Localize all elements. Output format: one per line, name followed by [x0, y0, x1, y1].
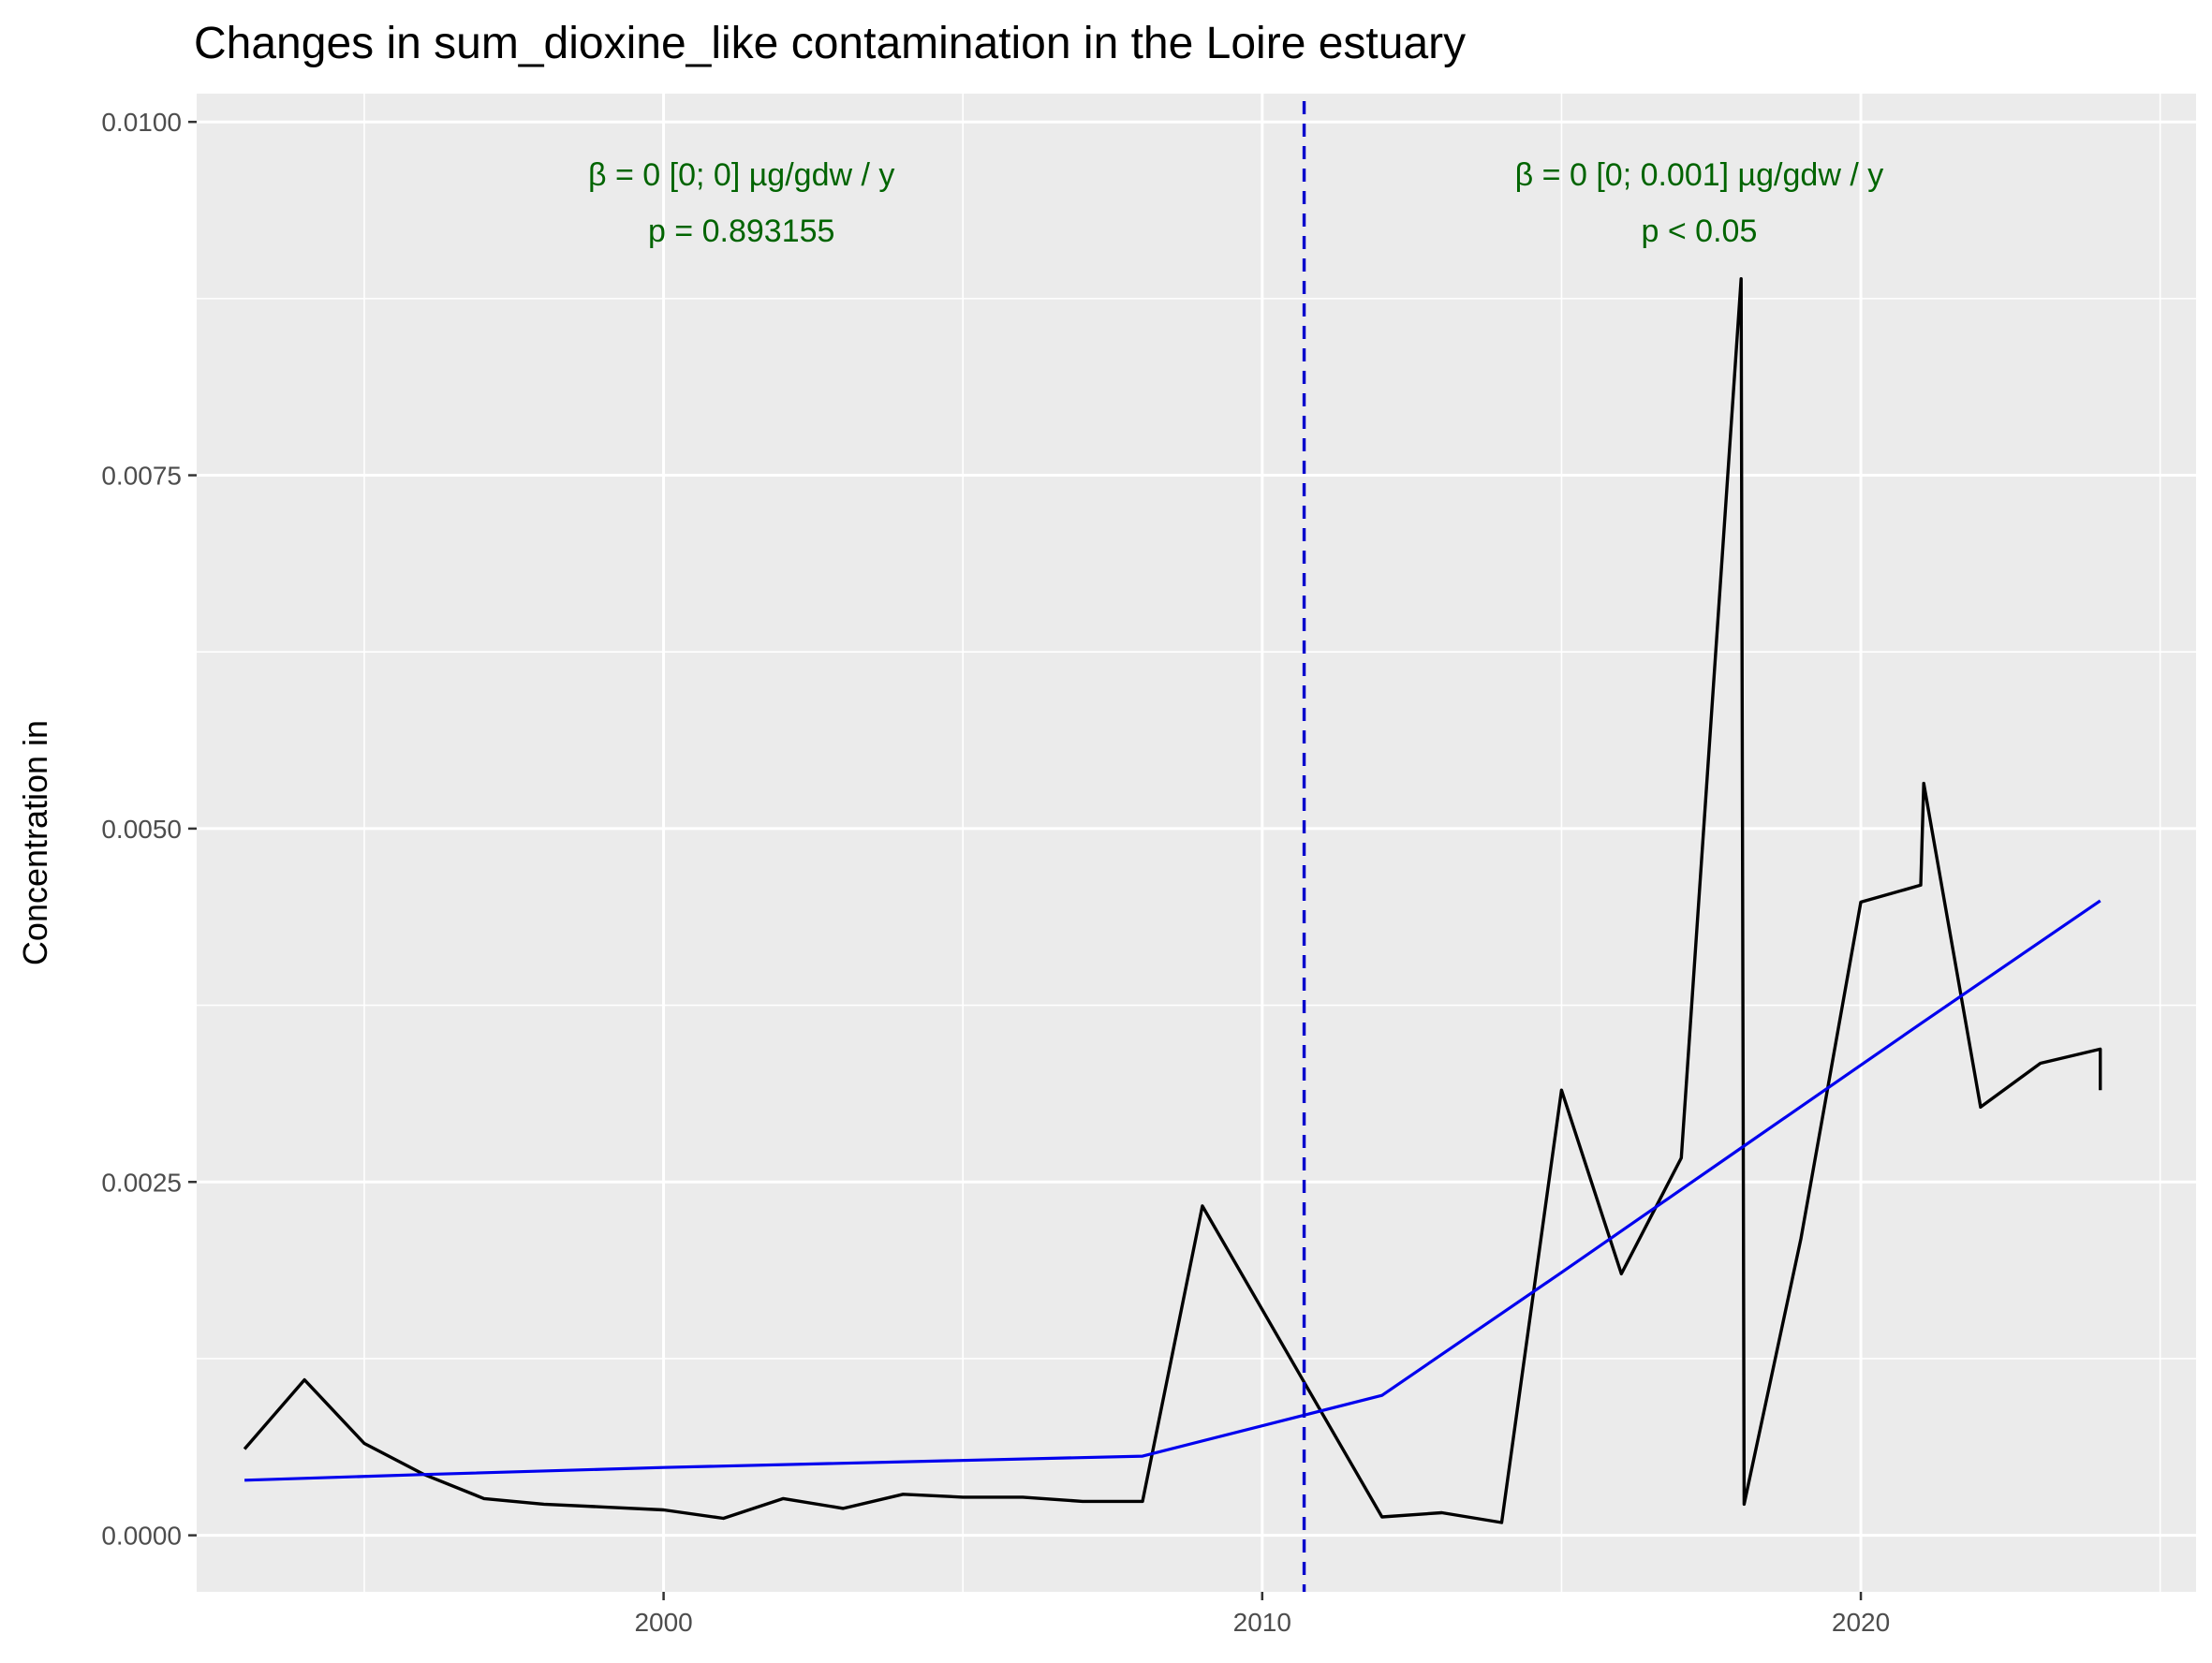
y-tick-label: 0.0075 — [101, 462, 182, 491]
plot-panel — [197, 94, 2196, 1592]
x-tick-label: 2020 — [1832, 1608, 1890, 1637]
trend-annotation-line: p = 0.893155 — [648, 213, 834, 249]
y-axis-title: Concentration in — [16, 720, 54, 965]
y-tick-label: 0.0050 — [101, 815, 182, 844]
plot-area: 2000 2010 2020 0.0000 0.0025 0.0050 0.0075 0.01… — [101, 94, 2196, 1637]
y-tick-label: 0.0100 — [101, 108, 182, 137]
x-tick-label: 2010 — [1233, 1608, 1291, 1637]
chart-title: Changes in sum_dioxine_like contaminatio… — [194, 19, 1466, 68]
x-tick-label: 2000 — [634, 1608, 692, 1637]
trend-annotation-line: β = 0 [0; 0] µg/gdw / y — [588, 157, 894, 193]
y-tick-label: 0.0025 — [101, 1168, 182, 1197]
trend-annotation-line: β = 0 [0; 0.001] µg/gdw / y — [1515, 157, 1884, 193]
observed-series-line — [243, 277, 2102, 1524]
trend-series-line — [244, 899, 2101, 1482]
y-tick-label: 0.0000 — [101, 1522, 182, 1551]
trend-annotation-line: p < 0.05 — [1642, 213, 1758, 249]
